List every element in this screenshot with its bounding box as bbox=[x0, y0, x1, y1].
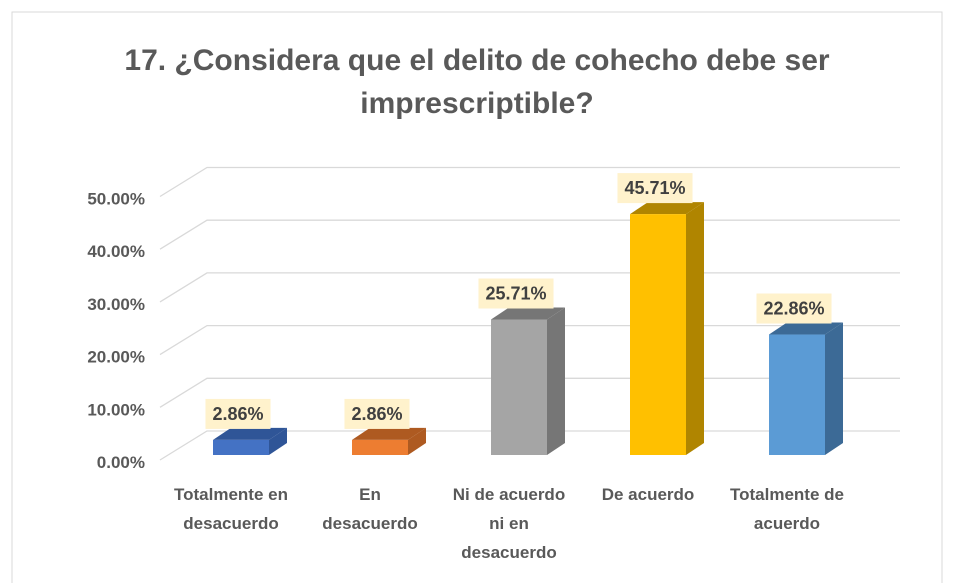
grid-line bbox=[159, 166, 900, 198]
data-label: 2.86% bbox=[351, 404, 402, 424]
bar-top bbox=[352, 427, 426, 440]
bar bbox=[769, 334, 825, 455]
y-tick-label: 20.00% bbox=[87, 348, 145, 367]
y-tick-label: 40.00% bbox=[87, 242, 145, 261]
data-label: 2.86% bbox=[212, 404, 263, 424]
bar-side bbox=[408, 427, 426, 455]
bar bbox=[213, 439, 269, 455]
bar bbox=[630, 214, 686, 455]
bar-side bbox=[825, 322, 843, 455]
x-tick-label: Ni de acuerdo ni en desacuerdo bbox=[453, 485, 565, 562]
data-label-box bbox=[344, 398, 410, 429]
x-tick-label: Totalmente en desacuerdo bbox=[174, 485, 288, 533]
bar-side bbox=[686, 202, 704, 455]
x-tick-label: De acuerdo bbox=[602, 485, 695, 504]
y-tick-label: 10.00% bbox=[87, 400, 145, 419]
y-tick-label: 30.00% bbox=[87, 295, 145, 314]
data-label-box bbox=[205, 398, 271, 429]
data-label: 25.71% bbox=[485, 284, 546, 304]
data-label-box bbox=[756, 293, 832, 324]
bar-top bbox=[630, 202, 704, 215]
x-tick-label: En desacuerdo bbox=[322, 485, 417, 533]
y-tick-label: 50.00% bbox=[87, 190, 145, 209]
bar-side bbox=[269, 427, 287, 455]
bar bbox=[352, 439, 408, 455]
data-label: 22.86% bbox=[763, 299, 824, 319]
chart-title: 17. ¿Considera que el delito de cohecho … bbox=[124, 44, 830, 120]
y-tick-label: 0.00% bbox=[97, 453, 145, 472]
data-label: 45.71% bbox=[624, 178, 685, 198]
x-tick-label: Totalmente de acuerdo bbox=[730, 485, 844, 533]
bar-top bbox=[769, 322, 843, 335]
bar-top bbox=[491, 307, 565, 320]
bar-top bbox=[213, 427, 287, 440]
bar-side bbox=[547, 307, 565, 455]
data-label-box bbox=[478, 278, 554, 309]
data-label-box bbox=[617, 173, 693, 204]
bar bbox=[491, 319, 547, 455]
